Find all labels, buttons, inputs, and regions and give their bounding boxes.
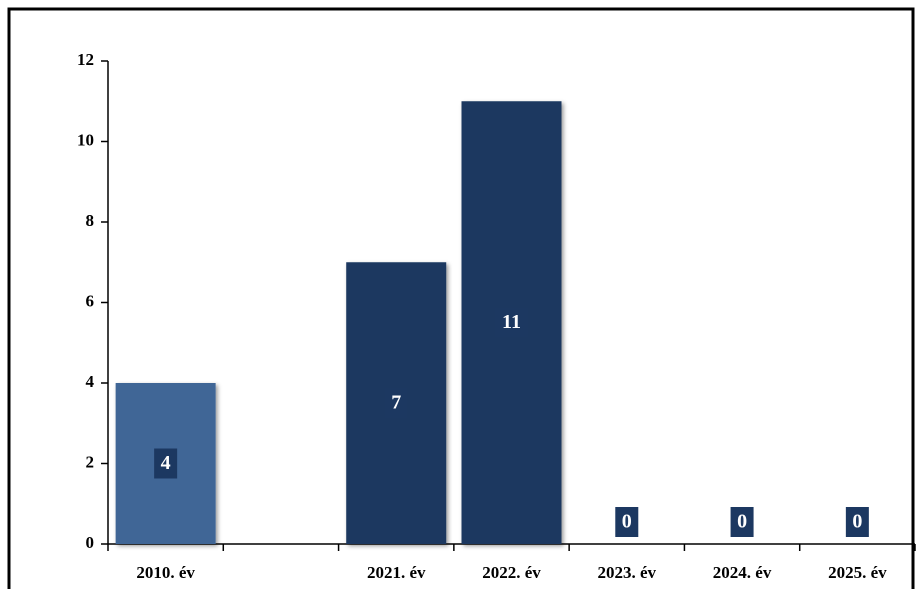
x-tick-label: 2010. év <box>136 563 195 582</box>
x-tick-label: 2022. év <box>482 563 541 582</box>
value-label: 0 <box>622 511 632 533</box>
value-label-box <box>845 507 869 537</box>
value-label-box <box>384 388 408 419</box>
value-label-box <box>494 307 529 338</box>
y-tick-label: 10 <box>77 130 94 149</box>
value-label: 0 <box>852 511 862 533</box>
y-tick-label: 2 <box>86 452 95 471</box>
value-label-box <box>615 507 639 537</box>
value-label: 7 <box>391 392 401 414</box>
x-tick-label: 2021. év <box>367 563 426 582</box>
y-tick-label: 8 <box>86 211 95 230</box>
value-label-box <box>154 448 178 479</box>
x-tick-label: 2024. év <box>713 563 772 582</box>
y-tick-label: 0 <box>86 533 95 552</box>
x-tick-label: 2023. év <box>598 563 657 582</box>
y-tick-label: 6 <box>86 291 95 310</box>
value-label: 0 <box>737 511 747 533</box>
value-label-box <box>730 507 754 537</box>
y-tick-label: 4 <box>86 372 95 391</box>
x-tick-label: 2025. év <box>828 563 887 582</box>
value-label: 4 <box>161 452 171 474</box>
y-tick-label: 12 <box>77 50 94 69</box>
value-label: 11 <box>502 311 521 333</box>
